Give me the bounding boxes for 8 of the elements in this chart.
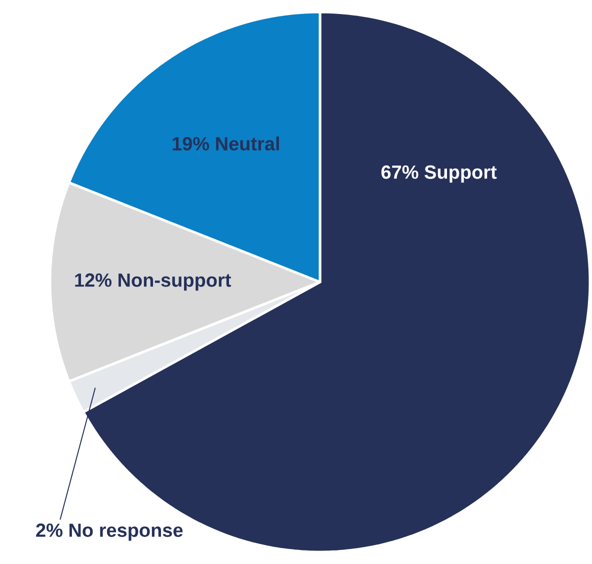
slice-label: No response	[70, 524, 183, 541]
slice-label: Support	[424, 165, 497, 183]
data-label: 19%	[172, 137, 210, 151]
data-label: 2%	[36, 523, 62, 537]
slice-label: Non-support	[118, 274, 232, 291]
data-label: 67%	[381, 165, 418, 179]
slice-label: Neutral	[216, 136, 279, 151]
data-label: 12%	[75, 273, 112, 287]
